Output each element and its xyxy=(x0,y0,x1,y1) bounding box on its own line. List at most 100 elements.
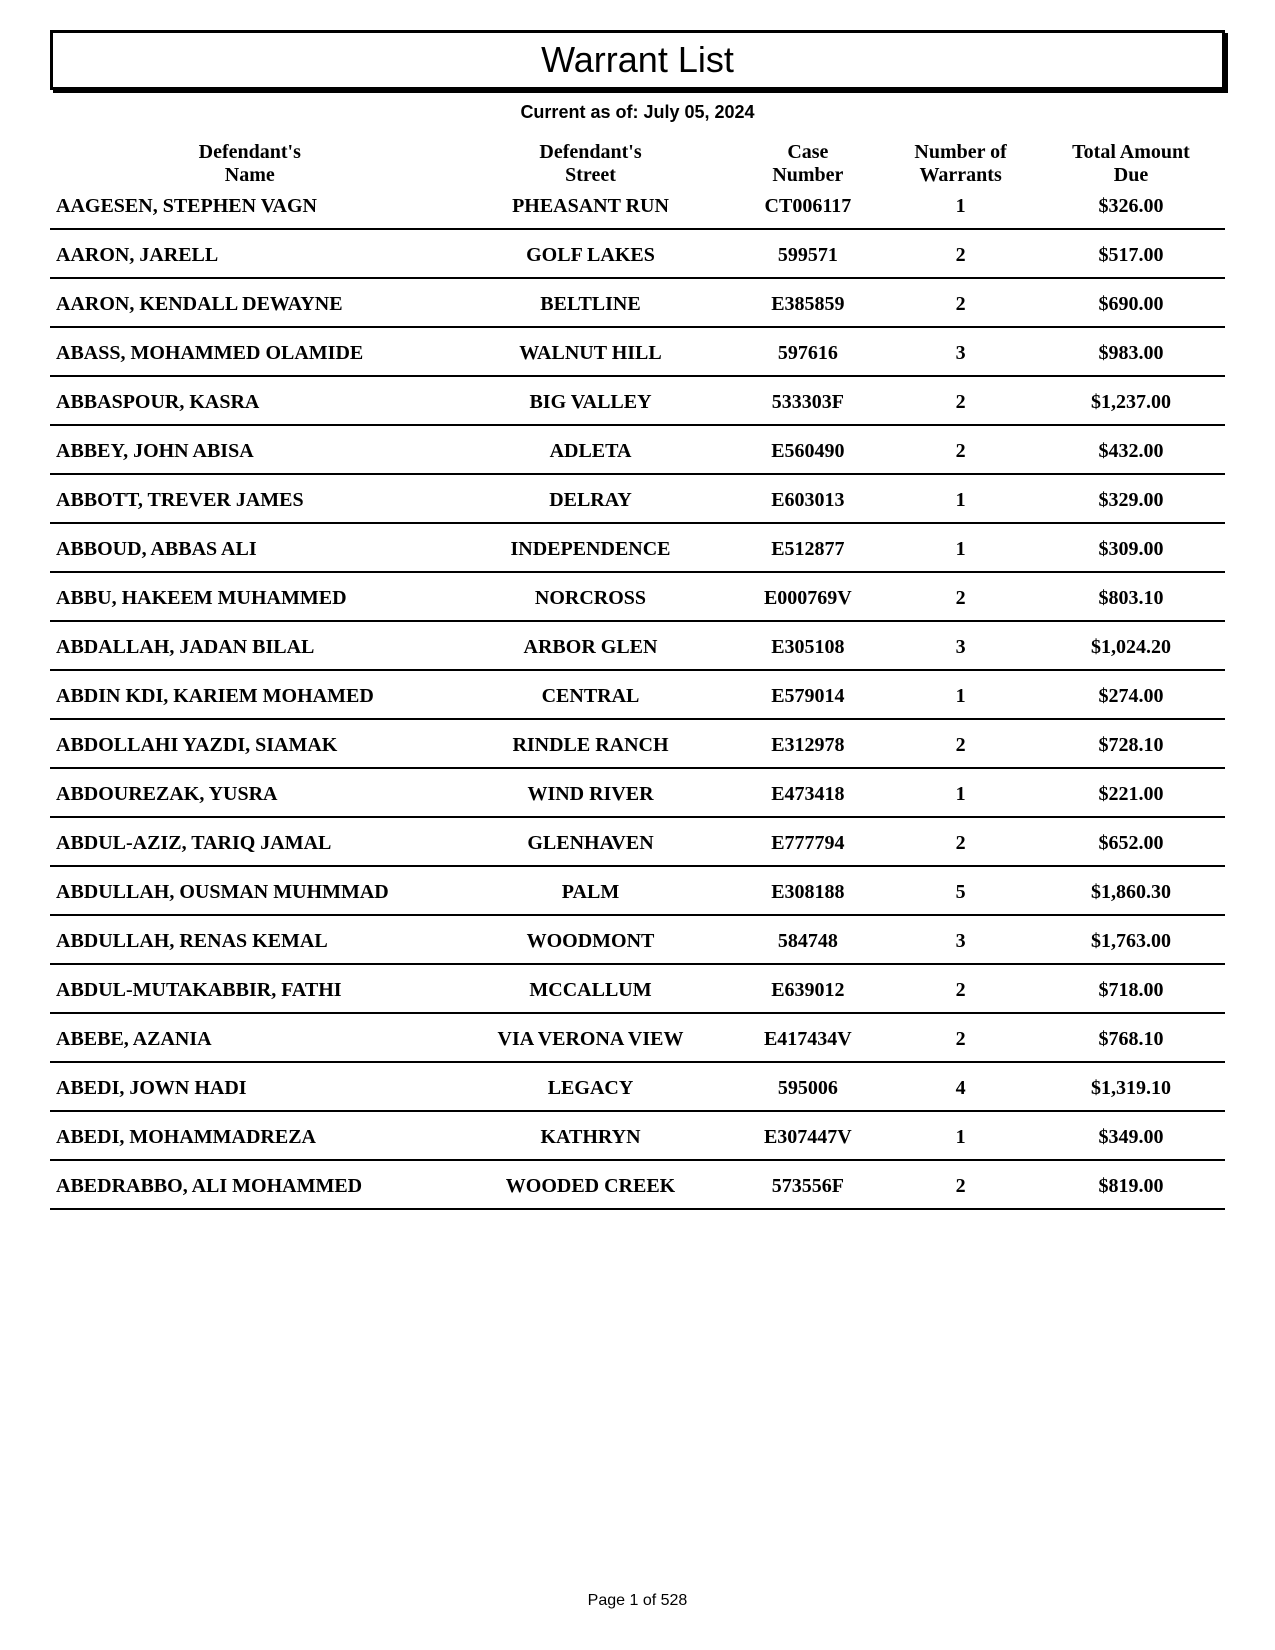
cell-warrants: 4 xyxy=(884,1062,1037,1111)
cell-amount: $803.10 xyxy=(1037,572,1225,621)
cell-case: CT006117 xyxy=(732,191,885,229)
cell-amount: $432.00 xyxy=(1037,425,1225,474)
cell-name: ABBEY, JOHN ABISA xyxy=(50,425,450,474)
cell-street: DELRAY xyxy=(450,474,732,523)
cell-name: AARON, KENDALL DEWAYNE xyxy=(50,278,450,327)
table-row: AARON, KENDALL DEWAYNEBELTLINEE3858592$6… xyxy=(50,278,1225,327)
cell-street: RINDLE RANCH xyxy=(450,719,732,768)
cell-name: ABDOUREZAK, YUSRA xyxy=(50,768,450,817)
cell-name: ABDIN KDI, KARIEM MOHAMED xyxy=(50,670,450,719)
title-box: Warrant List xyxy=(50,30,1225,90)
header-warrants: Number of Warrants xyxy=(884,137,1037,191)
subtitle: Current as of: July 05, 2024 xyxy=(50,102,1225,123)
cell-street: BELTLINE xyxy=(450,278,732,327)
cell-name: ABBASPOUR, KASRA xyxy=(50,376,450,425)
header-warrants-line1: Number of xyxy=(914,141,1006,163)
cell-name: ABBU, HAKEEM MUHAMMED xyxy=(50,572,450,621)
cell-case: E603013 xyxy=(732,474,885,523)
cell-case: E579014 xyxy=(732,670,885,719)
cell-amount: $221.00 xyxy=(1037,768,1225,817)
cell-amount: $517.00 xyxy=(1037,229,1225,278)
cell-warrants: 2 xyxy=(884,572,1037,621)
cell-amount: $652.00 xyxy=(1037,817,1225,866)
header-amount-line2: Due xyxy=(1114,164,1148,186)
cell-case: 573556F xyxy=(732,1160,885,1209)
cell-case: E312978 xyxy=(732,719,885,768)
table-row: ABDOUREZAK, YUSRAWIND RIVERE4734181$221.… xyxy=(50,768,1225,817)
table-row: AAGESEN, STEPHEN VAGNPHEASANT RUNCT00611… xyxy=(50,191,1225,229)
header-name: Defendant's Name xyxy=(50,137,450,191)
cell-case: E307447V xyxy=(732,1111,885,1160)
cell-name: AAGESEN, STEPHEN VAGN xyxy=(50,191,450,229)
cell-street: GOLF LAKES xyxy=(450,229,732,278)
cell-street: BIG VALLEY xyxy=(450,376,732,425)
cell-street: GLENHAVEN xyxy=(450,817,732,866)
table-row: ABEDI, MOHAMMADREZAKATHRYNE307447V1$349.… xyxy=(50,1111,1225,1160)
header-case-line1: Case xyxy=(787,141,828,163)
cell-street: WALNUT HILL xyxy=(450,327,732,376)
cell-case: 595006 xyxy=(732,1062,885,1111)
table-row: ABDULLAH, RENAS KEMALWOODMONT5847483$1,7… xyxy=(50,915,1225,964)
header-street-line1: Defendant's xyxy=(539,141,641,163)
cell-name: ABDALLAH, JADAN BILAL xyxy=(50,621,450,670)
table-row: ABDIN KDI, KARIEM MOHAMEDCENTRALE5790141… xyxy=(50,670,1225,719)
table-row: ABDUL-MUTAKABBIR, FATHIMCCALLUME6390122$… xyxy=(50,964,1225,1013)
page-footer: Page 1 of 528 xyxy=(0,1592,1275,1610)
table-row: ABBASPOUR, KASRABIG VALLEY533303F2$1,237… xyxy=(50,376,1225,425)
cell-name: ABBOUD, ABBAS ALI xyxy=(50,523,450,572)
cell-amount: $768.10 xyxy=(1037,1013,1225,1062)
cell-amount: $274.00 xyxy=(1037,670,1225,719)
cell-amount: $329.00 xyxy=(1037,474,1225,523)
cell-warrants: 2 xyxy=(884,229,1037,278)
cell-case: 533303F xyxy=(732,376,885,425)
cell-street: KATHRYN xyxy=(450,1111,732,1160)
table-row: AARON, JARELLGOLF LAKES5995712$517.00 xyxy=(50,229,1225,278)
cell-warrants: 2 xyxy=(884,817,1037,866)
cell-name: ABEBE, AZANIA xyxy=(50,1013,450,1062)
cell-case: E417434V xyxy=(732,1013,885,1062)
cell-street: CENTRAL xyxy=(450,670,732,719)
table-row: ABBEY, JOHN ABISAADLETAE5604902$432.00 xyxy=(50,425,1225,474)
table-row: ABBOTT, TREVER JAMESDELRAYE6030131$329.0… xyxy=(50,474,1225,523)
cell-amount: $690.00 xyxy=(1037,278,1225,327)
cell-amount: $819.00 xyxy=(1037,1160,1225,1209)
cell-warrants: 5 xyxy=(884,866,1037,915)
header-street: Defendant's Street xyxy=(450,137,732,191)
cell-name: ABEDI, MOHAMMADREZA xyxy=(50,1111,450,1160)
cell-street: WIND RIVER xyxy=(450,768,732,817)
cell-warrants: 2 xyxy=(884,719,1037,768)
cell-amount: $349.00 xyxy=(1037,1111,1225,1160)
cell-case: E000769V xyxy=(732,572,885,621)
warrant-table: Defendant's Name Defendant's Street Case… xyxy=(50,137,1225,1210)
cell-street: NORCROSS xyxy=(450,572,732,621)
cell-warrants: 2 xyxy=(884,376,1037,425)
cell-name: ABEDI, JOWN HADI xyxy=(50,1062,450,1111)
table-row: ABEDI, JOWN HADILEGACY5950064$1,319.10 xyxy=(50,1062,1225,1111)
cell-street: PHEASANT RUN xyxy=(450,191,732,229)
table-row: ABDUL-AZIZ, TARIQ JAMALGLENHAVENE7777942… xyxy=(50,817,1225,866)
cell-name: AARON, JARELL xyxy=(50,229,450,278)
table-row: ABDALLAH, JADAN BILALARBOR GLENE3051083$… xyxy=(50,621,1225,670)
cell-warrants: 2 xyxy=(884,425,1037,474)
cell-street: WOODED CREEK xyxy=(450,1160,732,1209)
cell-name: ABEDRABBO, ALI MOHAMMED xyxy=(50,1160,450,1209)
cell-case: E777794 xyxy=(732,817,885,866)
cell-name: ABDULLAH, RENAS KEMAL xyxy=(50,915,450,964)
cell-street: INDEPENDENCE xyxy=(450,523,732,572)
table-row: ABDOLLAHI YAZDI, SIAMAKRINDLE RANCHE3129… xyxy=(50,719,1225,768)
cell-warrants: 2 xyxy=(884,964,1037,1013)
cell-amount: $728.10 xyxy=(1037,719,1225,768)
header-warrants-line2: Warrants xyxy=(920,164,1002,186)
cell-name: ABASS, MOHAMMED OLAMIDE xyxy=(50,327,450,376)
cell-warrants: 2 xyxy=(884,1013,1037,1062)
cell-street: VIA VERONA VIEW xyxy=(450,1013,732,1062)
cell-warrants: 2 xyxy=(884,278,1037,327)
cell-warrants: 2 xyxy=(884,1160,1037,1209)
table-body: AAGESEN, STEPHEN VAGNPHEASANT RUNCT00611… xyxy=(50,191,1225,1209)
header-street-line2: Street xyxy=(565,164,616,186)
cell-warrants: 1 xyxy=(884,1111,1037,1160)
cell-warrants: 1 xyxy=(884,670,1037,719)
cell-name: ABDUL-MUTAKABBIR, FATHI xyxy=(50,964,450,1013)
cell-case: E305108 xyxy=(732,621,885,670)
header-case-line2: Number xyxy=(772,164,843,186)
